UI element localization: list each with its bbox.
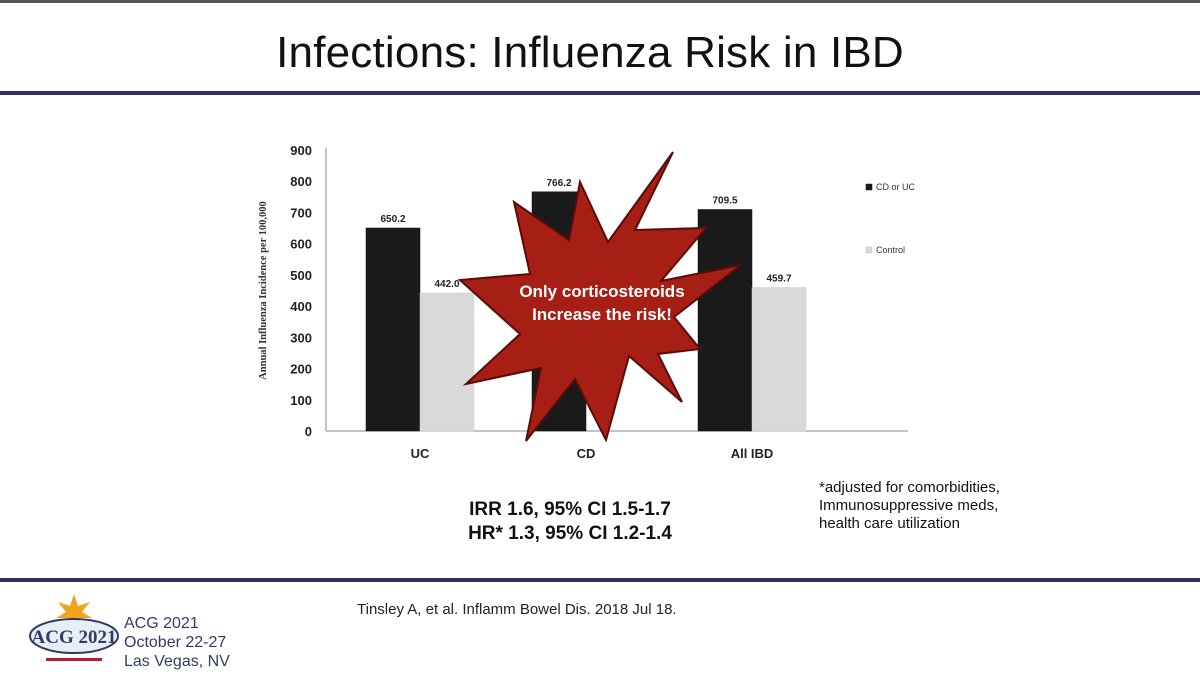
legend-label: Control (876, 245, 905, 255)
stats-hr: HR* 1.3, 95% CI 1.2-1.4 (468, 523, 672, 544)
bar-cd-or-uc (365, 227, 421, 432)
y-tick-label: 800 (290, 174, 312, 189)
title-rule (0, 91, 1200, 95)
x-tick-label: All IBD (731, 446, 774, 461)
data-label: 459.7 (766, 273, 791, 284)
y-tick-label: 700 (290, 205, 312, 220)
top-border (0, 0, 1200, 3)
data-label: 442.0 (434, 279, 459, 290)
legend-label: CD or UC (876, 182, 916, 192)
legend-swatch (865, 183, 873, 191)
conference-info: ACG 2021 October 22-27 Las Vegas, NV (124, 614, 230, 671)
footnote: *adjusted for comorbidities, Immunosuppr… (819, 479, 1000, 533)
data-label: 766.2 (546, 178, 571, 189)
starburst-text: Increase the risk! (532, 305, 672, 324)
bar-cd-or-uc (697, 209, 753, 432)
starburst-text: Only corticosteroids (519, 282, 684, 301)
y-tick-label: 300 (290, 330, 312, 345)
data-label: 650.2 (380, 214, 405, 225)
footnote-line: health care utilization (819, 515, 960, 532)
starburst-callout (457, 151, 742, 443)
bar-control (419, 292, 475, 432)
acg-2021-logo: ACG 2021 (29, 594, 119, 661)
y-tick-label: 0 (305, 424, 312, 439)
legend-swatch (865, 246, 873, 254)
y-tick-label: 400 (290, 299, 312, 314)
conference-location: Las Vegas, NV (124, 653, 230, 670)
footnote-line: *adjusted for comorbidities, (819, 479, 1000, 496)
stats-block: IRR 1.6, 95% CI 1.5-1.7 HR* 1.3, 95% CI … (420, 498, 720, 546)
footer-rule (0, 578, 1200, 582)
x-tick-label: CD (577, 446, 596, 461)
stats-irr: IRR 1.6, 95% CI 1.5-1.7 (469, 499, 671, 520)
footnote-line: Immunosuppressive meds, (819, 497, 999, 514)
y-tick-label: 100 (290, 393, 312, 408)
y-axis-label: Annual Influenza Incidence per 100,000 (258, 201, 269, 380)
conference-name: ACG 2021 (124, 615, 199, 632)
x-tick-label: UC (411, 446, 430, 461)
y-tick-label: 900 (290, 143, 312, 158)
logo-text: ACG 2021 (32, 627, 117, 648)
conference-dates: October 22-27 (124, 634, 227, 651)
bar-control (751, 287, 807, 432)
y-tick-label: 200 (290, 362, 312, 377)
data-label: 709.5 (712, 195, 737, 206)
y-tick-label: 600 (290, 237, 312, 252)
slide-title: Infections: Influenza Risk in IBD (276, 28, 904, 77)
influenza-bar-chart: Annual Influenza Incidence per 100,000 0 1… (258, 143, 916, 461)
y-tick-label: 500 (290, 268, 312, 283)
citation: Tinsley A, et al. Inflamm Bowel Dis. 201… (357, 601, 677, 618)
